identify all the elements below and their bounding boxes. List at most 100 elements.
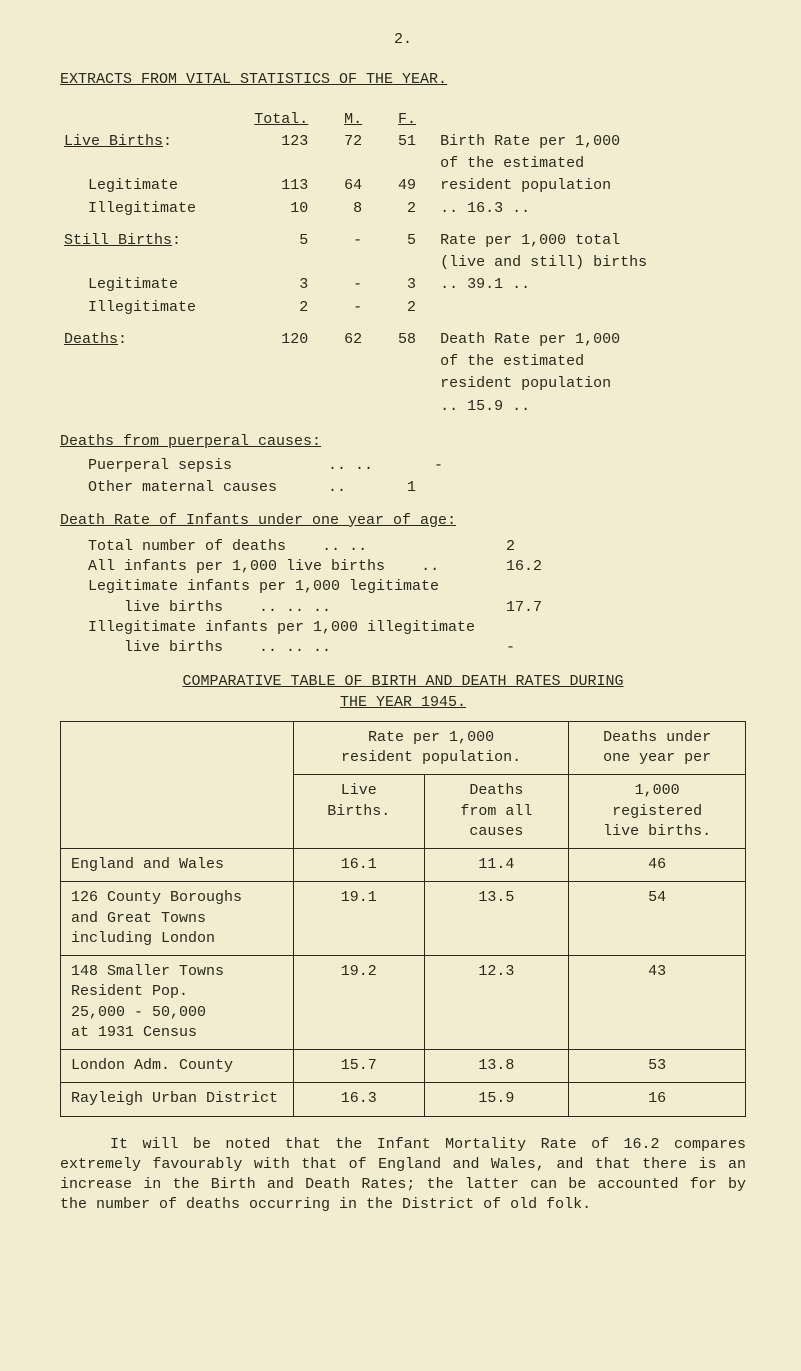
infant-r3: Legitimate infants per 1,000 legitimate — [88, 577, 746, 597]
still-m: - — [312, 230, 366, 252]
comp-r4-deaths: 15.9 — [424, 1083, 569, 1116]
table-row: 126 County Boroughs and Great Towns incl… — [61, 882, 746, 956]
puerperal-r2-label: Other maternal causes — [88, 478, 318, 498]
still-births-label: Still Births — [64, 232, 172, 249]
infant-r3b: live births .. .. .. 17.7 — [88, 598, 746, 618]
deaths-f: 58 — [366, 329, 420, 351]
puerperal-row1: Puerperal sepsis .. .. - — [88, 456, 746, 476]
comp-title: COMPARATIVE TABLE OF BIRTH AND DEATH RAT… — [60, 672, 746, 713]
comp-h-deaths-group: Deaths under one year per — [569, 721, 746, 775]
deaths-total: 120 — [250, 329, 312, 351]
infant-r4-label: Illegitimate infants per 1,000 illegitim… — [88, 618, 496, 638]
still-illegit-m: - — [312, 297, 366, 319]
page: 2. EXTRACTS FROM VITAL STATISTICS OF THE… — [0, 0, 801, 1371]
legit-f: 49 — [366, 175, 420, 197]
comp-r0-live: 16.1 — [293, 849, 424, 882]
deaths-label: Deaths — [64, 331, 118, 348]
footer-text: It will be noted that the Infant Mortali… — [60, 1136, 746, 1214]
comp-r4-label: Rayleigh Urban District — [61, 1083, 294, 1116]
table-row: London Adm. County 15.7 13.8 53 — [61, 1050, 746, 1083]
comp-r3-label: London Adm. County — [61, 1050, 294, 1083]
still-note1: Rate per 1,000 total — [420, 230, 746, 252]
infant-r1-dots: .. .. — [322, 538, 367, 555]
infant-r2-val: 16.2 — [496, 557, 542, 577]
deaths-note2: of the estimated — [420, 351, 746, 373]
footer-paragraph: It will be noted that the Infant Mortali… — [60, 1135, 746, 1216]
live-births-illegit-row: Illegitimate 10 8 2 .. 16.3 .. — [60, 198, 746, 220]
deaths-row: Deaths: 120 62 58 Death Rate per 1,000 — [60, 329, 746, 351]
deaths-note1: Death Rate per 1,000 — [420, 329, 746, 351]
comp-h-live: Live Births. — [293, 775, 424, 849]
infant-r1-label: Total number of deaths — [88, 538, 286, 555]
still-legit-note: .. 39.1 .. — [420, 274, 746, 296]
infant-r2: All infants per 1,000 live births .. 16.… — [88, 557, 746, 577]
comp-h-rate-group: Rate per 1,000 resident population. — [293, 721, 568, 775]
comp-r3-live: 15.7 — [293, 1050, 424, 1083]
infant-r3b-label: live births — [88, 599, 223, 616]
infant-rate-heading: Death Rate of Infants under one year of … — [60, 511, 746, 531]
infant-r4b-val: - — [496, 638, 515, 658]
legit-label: Legitimate — [60, 175, 250, 197]
infant-r4b: live births .. .. .. - — [88, 638, 746, 658]
infant-rate-block: Total number of deaths .. .. 2 All infan… — [60, 537, 746, 659]
col-f: F. — [398, 111, 416, 128]
comp-r1-live: 19.1 — [293, 882, 424, 956]
illegit-total: 10 — [250, 198, 312, 220]
infant-r4: Illegitimate infants per 1,000 illegitim… — [88, 618, 746, 638]
infant-r2-dots: .. — [421, 558, 439, 575]
main-heading: EXTRACTS FROM VITAL STATISTICS OF THE YE… — [60, 70, 746, 90]
still-f: 5 — [366, 230, 420, 252]
puerperal-r1-dots: .. .. — [318, 456, 383, 476]
comp-h-deaths: Deaths from all causes — [424, 775, 569, 849]
still-legit-label: Legitimate — [60, 274, 250, 296]
still-illegit-row: Illegitimate 2 - 2 — [60, 297, 746, 319]
puerperal-heading: Deaths from puerperal causes: — [60, 432, 746, 452]
live-births-f: 51 — [366, 131, 420, 153]
comp-r1-label: 126 County Boroughs and Great Towns incl… — [61, 882, 294, 956]
live-births-label: Live Births — [64, 133, 163, 150]
illegit-note: .. 16.3 .. — [420, 198, 746, 220]
comp-r2-live: 19.2 — [293, 956, 424, 1050]
still-note2: (live and still) births — [420, 252, 746, 274]
infant-r1: Total number of deaths .. .. 2 — [88, 537, 746, 557]
live-births-note2: of the estimated — [420, 153, 746, 175]
puerperal-block: Puerperal sepsis .. .. - Other maternal … — [60, 456, 746, 499]
stats-header-table: Total. M. F. Live Births: 123 72 51 Birt… — [60, 109, 746, 418]
comp-r0-reg: 46 — [569, 849, 746, 882]
infant-r2-label: All infants per 1,000 live births — [88, 558, 385, 575]
col-m: M. — [344, 111, 362, 128]
comp-r4-reg: 16 — [569, 1083, 746, 1116]
comp-h-per1000: 1,000 registered live births. — [569, 775, 746, 849]
still-illegit-total: 2 — [250, 297, 312, 319]
page-number: 2. — [60, 30, 746, 50]
infant-r3b-dots: .. .. .. — [259, 599, 331, 616]
legit-m: 64 — [312, 175, 366, 197]
table-row: England and Wales 16.1 11.4 46 — [61, 849, 746, 882]
deaths-note3: resident population — [420, 373, 746, 395]
table-row: Rayleigh Urban District 16.3 15.9 16 — [61, 1083, 746, 1116]
infant-r3-label: Legitimate infants per 1,000 legitimate — [88, 577, 496, 597]
still-legit-m: - — [312, 274, 366, 296]
comp-r0-deaths: 11.4 — [424, 849, 569, 882]
still-births-row: Still Births: 5 - 5 Rate per 1,000 total — [60, 230, 746, 252]
puerperal-row2: Other maternal causes .. 1 — [88, 478, 746, 498]
puerperal-r2-dots: .. — [318, 478, 356, 498]
comp-r2-reg: 43 — [569, 956, 746, 1050]
comp-r3-reg: 53 — [569, 1050, 746, 1083]
infant-r4b-dots: .. .. .. — [259, 639, 331, 656]
comp-r4-live: 16.3 — [293, 1083, 424, 1116]
still-illegit-label: Illegitimate — [60, 297, 250, 319]
comp-r3-deaths: 13.8 — [424, 1050, 569, 1083]
comp-r0-label: England and Wales — [61, 849, 294, 882]
infant-r1-val: 2 — [496, 537, 515, 557]
illegit-m: 8 — [312, 198, 366, 220]
legit-note: resident population — [420, 175, 746, 197]
illegit-label: Illegitimate — [60, 198, 250, 220]
puerperal-r2-val: 1 — [356, 478, 416, 498]
illegit-f: 2 — [366, 198, 420, 220]
still-legit-row: Legitimate 3 - 3 .. 39.1 .. — [60, 274, 746, 296]
col-total: Total. — [254, 111, 308, 128]
comp-r1-deaths: 13.5 — [424, 882, 569, 956]
deaths-note4: .. 15.9 .. — [420, 396, 746, 418]
table-row: 148 Smaller Towns Resident Pop. 25,000 -… — [61, 956, 746, 1050]
